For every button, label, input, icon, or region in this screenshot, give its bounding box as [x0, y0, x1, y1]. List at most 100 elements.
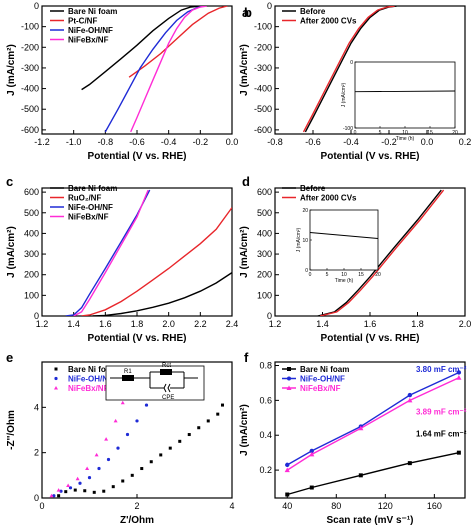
data-point-circle: [456, 370, 462, 375]
series-line: [104, 6, 204, 133]
inset-y-tick-label: 0: [305, 268, 308, 274]
panel-letter: f: [244, 350, 249, 365]
data-point-triangle: [358, 425, 364, 431]
inset-x-tick-label: 5: [379, 130, 382, 136]
y-tick-label: -500: [21, 104, 39, 114]
data-point-square: [456, 450, 461, 455]
y-tick-label: -200: [254, 42, 272, 52]
x-tick-label: 2.0: [459, 319, 472, 329]
legend-label: Before: [300, 7, 326, 16]
inset-x-axis-label: Time (h): [396, 136, 415, 142]
inset-x-tick-label: 10: [402, 130, 408, 136]
data-point-circle: [59, 489, 63, 493]
data-point-triangle: [94, 452, 99, 457]
y-axis-label: J (mA/cm²): [239, 44, 250, 96]
panel-d: d1.2 1.4 1.6 1.8 2.00100200300400500600Poten…: [239, 174, 471, 344]
data-point-square: [121, 479, 125, 483]
y-tick-label: -600: [21, 125, 39, 135]
data-point-square: [178, 439, 182, 443]
inset-y-tick-label: 20: [302, 208, 308, 214]
y-tick-label: 300: [257, 249, 272, 259]
legend-label: Bare Ni foam: [300, 365, 349, 374]
legend-label: Pt-C/NF: [68, 17, 97, 26]
inset-series-line: [309, 232, 379, 239]
data-point-square: [358, 473, 363, 478]
y-tick-label: 0.4: [259, 430, 272, 440]
panel-c: c 1.2 1.4 1.6 1.8 2.0 2.2 2.4 0 100 200 300 400 500 60…: [6, 174, 238, 344]
series-line: [319, 189, 445, 316]
legend-label: Bare Ni foam: [68, 184, 117, 193]
legend-label: NiFeBx/NF: [68, 213, 109, 222]
data-point-square: [111, 485, 115, 489]
y-tick-label: 2: [34, 448, 39, 458]
data-point-triangle: [120, 400, 125, 405]
series-line: [73, 189, 149, 316]
y-tick-label: 0.8: [259, 360, 272, 370]
y-tick-label: 500: [24, 208, 39, 218]
x-tick-label: 2.2: [194, 319, 207, 329]
y-tick-label: 4: [34, 402, 39, 412]
legend-label: NiFeBx/NF: [300, 384, 341, 393]
panel-letter: e: [6, 350, 13, 365]
legend-label: Bare Ni foam: [68, 365, 117, 374]
data-point-triangle: [309, 451, 315, 457]
legend-label: NiFe-OH/NF: [68, 26, 113, 35]
legend-label: NiFeBx/NF: [68, 36, 109, 45]
data-point-triangle: [284, 467, 290, 473]
data-point-square: [285, 492, 290, 497]
inset-x-tick-label: 15: [427, 130, 433, 136]
inset-plot: 0 5 10 15 20 0 10 20 Time (h) J (mA/cm²): [296, 208, 381, 284]
x-tick-label: -1.0: [66, 137, 82, 147]
x-tick-label: 2: [134, 501, 139, 511]
legend-marker: [54, 367, 58, 371]
panel-letter: d: [242, 174, 250, 189]
slope-annotation: 3.89 mF cm⁻²: [416, 407, 467, 416]
legend-label: NiFe-OH/NF: [68, 203, 113, 212]
inset-y-tick-label: 0: [350, 60, 353, 66]
x-tick-label: 0.2: [459, 137, 472, 147]
y-tick-label: 400: [24, 228, 39, 238]
panel-letter: a: [242, 5, 250, 20]
y-tick-label: -600: [254, 125, 272, 135]
legend-label: NiFe-OH/NF: [68, 375, 113, 384]
x-tick-label: 1.6: [99, 319, 112, 329]
data-point-circle: [144, 403, 149, 407]
data-point-triangle: [456, 375, 462, 380]
circuit-frame: [105, 365, 205, 401]
data-point-circle: [407, 392, 413, 398]
series-line: [128, 6, 228, 78]
legend-label: NiFe-OH/NF: [300, 375, 345, 384]
x-axis-label: Z'/Ohm: [120, 515, 154, 526]
y-tick-label: 0.2: [259, 465, 272, 475]
inset-x-tick-label: 0: [309, 272, 312, 278]
legend-label: Bare Ni foam: [68, 7, 117, 16]
inset-frame: [309, 209, 379, 271]
x-tick-label: 0.0: [421, 137, 434, 147]
data-point-square: [168, 446, 172, 450]
y-tick-label: -400: [254, 84, 272, 94]
inset-frame: [354, 61, 456, 129]
y-tick-label: 0: [267, 1, 272, 11]
data-point-square: [92, 490, 96, 494]
panel-a: a -1.2 -1.0 -0.8 -0.6 -0.4 -0.2 0.0 0 -100 -200 -30…: [6, 1, 250, 162]
x-tick-label: 40: [282, 501, 292, 511]
data-point-triangle: [113, 418, 118, 423]
y-tick-label: 600: [24, 187, 39, 197]
panel-letter: b: [244, 5, 252, 20]
x-tick-label: 2.4: [226, 319, 239, 329]
y-tick-label: 0: [34, 1, 39, 11]
data-point-square: [309, 485, 314, 490]
data-point-square: [64, 490, 68, 494]
legend-marker: [54, 386, 58, 390]
legend-label: Before: [300, 184, 326, 193]
series-line: [130, 6, 207, 133]
data-point-square: [216, 412, 220, 416]
cpe-element: [163, 383, 171, 393]
data-point-square: [130, 473, 134, 477]
x-tick-label: -0.8: [98, 137, 114, 147]
x-tick-label: -0.8: [267, 137, 283, 147]
x-tick-label: 2.0: [162, 319, 175, 329]
y-axis-label: J (mA/cm²): [239, 226, 250, 278]
data-point-square: [407, 461, 412, 466]
